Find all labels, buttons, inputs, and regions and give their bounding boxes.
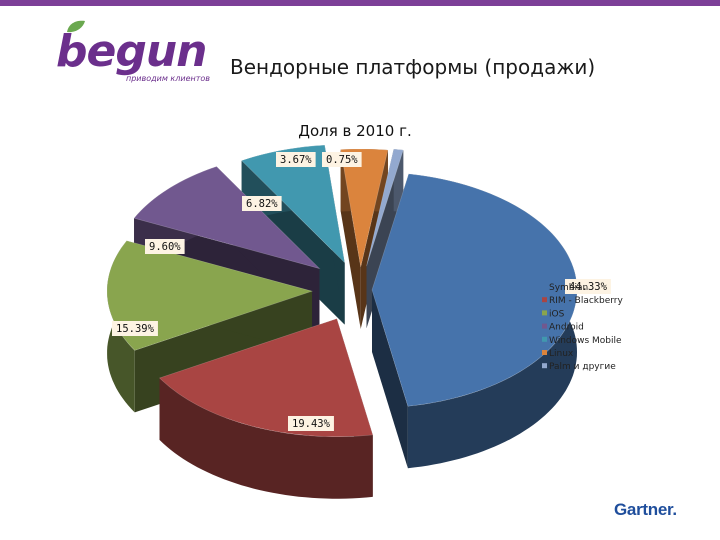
legend-swatch bbox=[542, 284, 547, 289]
logo-wordmark: begun bbox=[56, 26, 207, 77]
data-label-bg bbox=[288, 416, 334, 431]
pie-slices bbox=[106, 144, 578, 438]
pie-slice-linux bbox=[340, 148, 389, 268]
legend-label: Android bbox=[549, 323, 584, 333]
begun-logo: begun приводим клиентов bbox=[56, 20, 226, 86]
legend-label: Linux bbox=[549, 349, 574, 359]
data-label-bg bbox=[565, 279, 611, 294]
data-label: 19.43% bbox=[292, 418, 331, 430]
legend-label: Windows Mobile bbox=[549, 336, 622, 346]
pie-slice-rim bbox=[158, 318, 374, 438]
data-label-bg bbox=[112, 321, 158, 336]
data-label-bg bbox=[242, 196, 282, 211]
legend-label: iOS bbox=[549, 309, 565, 319]
logo-tagline: приводим клиентов bbox=[126, 74, 210, 83]
chart-legend: Symbian RIM - Blackberry iOS Android Windows… bbox=[542, 283, 623, 372]
pie-slice-android bbox=[133, 166, 321, 270]
legend-swatch bbox=[542, 350, 547, 355]
legend-swatch bbox=[542, 323, 547, 329]
data-label-bg bbox=[276, 152, 316, 167]
chart-title: Доля в 2010 г. bbox=[298, 122, 412, 140]
data-label-bg bbox=[145, 239, 185, 254]
slice-rim bbox=[159, 377, 373, 499]
legend-label: RIM - Blackberry bbox=[549, 296, 623, 306]
slide-title: Вендорные платформы (продажи) bbox=[230, 55, 596, 79]
pie-slice-windows_mobile bbox=[241, 144, 346, 264]
data-label: 9.60% bbox=[149, 241, 181, 253]
data-label: 6.82% bbox=[246, 198, 278, 210]
legend-swatch bbox=[542, 297, 547, 303]
data-label: 44.33% bbox=[569, 281, 608, 293]
legend-swatch bbox=[542, 363, 547, 369]
data-label: 0.75% bbox=[326, 154, 358, 166]
data-labels: 44.33% 19.43% 15.39% 9.60% 6.82% 3.67% 0.75% bbox=[112, 152, 611, 431]
pie-slice-ios bbox=[106, 240, 314, 351]
legend-label: Symbian bbox=[549, 283, 588, 293]
gartner-logo: Gartner. bbox=[614, 500, 677, 519]
legend-label: Palm и другие bbox=[549, 362, 616, 372]
leaf-icon bbox=[67, 20, 85, 33]
legend-swatch bbox=[542, 310, 547, 316]
data-label: 3.67% bbox=[280, 154, 312, 166]
slice-wall bbox=[371, 290, 408, 469]
data-label: 15.39% bbox=[116, 323, 155, 335]
pie-slice-palm bbox=[366, 148, 404, 267]
data-label-bg bbox=[322, 152, 362, 167]
legend-swatch bbox=[542, 336, 547, 342]
